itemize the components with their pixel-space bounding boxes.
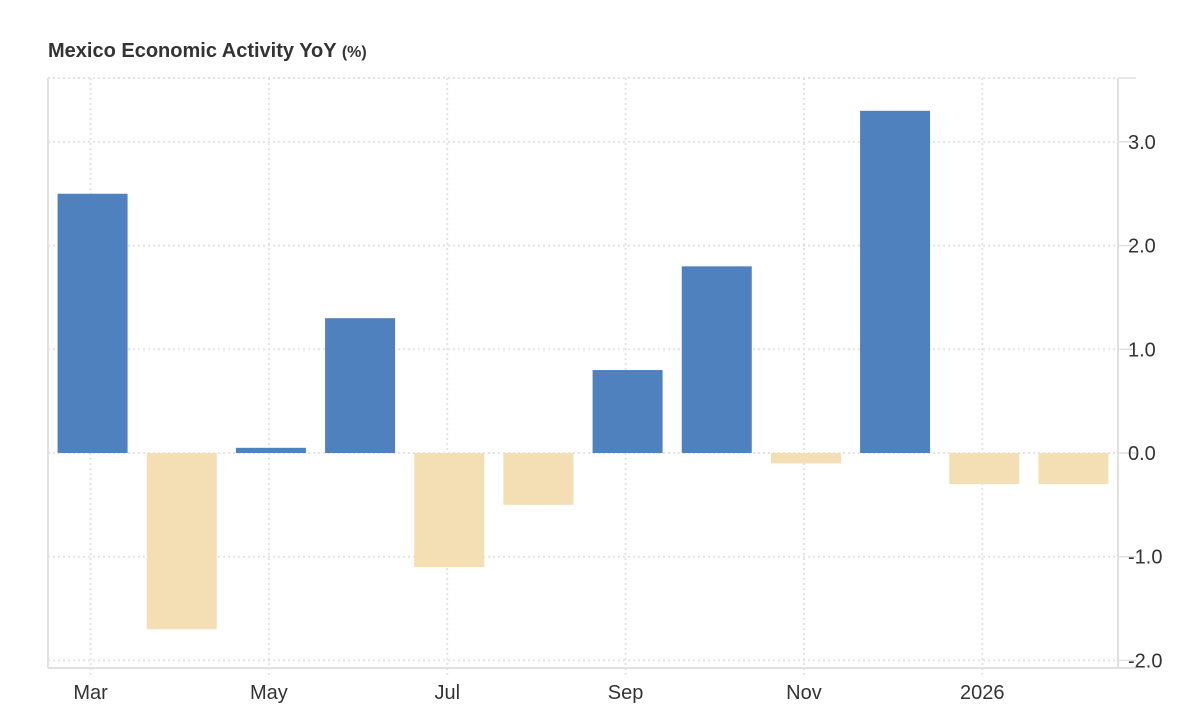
bar-apr-2025[interactable] (146, 453, 217, 630)
bar-sep-2025[interactable] (592, 370, 663, 453)
bar-aug-2025[interactable] (503, 453, 574, 505)
y-tick-label: 2.0 (1128, 236, 1156, 258)
bar-dec-2025[interactable] (860, 110, 931, 453)
chart-title-unit: (%) (341, 44, 367, 61)
chart-title-text: Mexico Economic Activity YoY (48, 40, 337, 62)
bar-may-2025[interactable] (235, 447, 306, 453)
y-tick-label: 0.0 (1128, 443, 1156, 465)
bar-jan-2026[interactable] (949, 453, 1020, 485)
x-tick-label: 2026 (960, 682, 1005, 704)
chart-title: Mexico Economic Activity YoY (%) (48, 40, 367, 63)
bar-feb-2026[interactable] (1038, 453, 1109, 485)
x-tick-label: Jul (434, 682, 460, 704)
bar-jul-2025[interactable] (414, 453, 485, 568)
y-tick-label: 1.0 (1128, 339, 1156, 361)
bar-mar-2025[interactable] (57, 193, 128, 453)
y-axis-labels: 3.0 2.0 1.0 0.0 -1.0 -2.0 (1128, 132, 1162, 673)
bar-nov-2025[interactable] (770, 453, 841, 464)
x-tick-label: May (250, 682, 288, 704)
x-tick-label: Sep (608, 682, 644, 704)
bar-jun-2025[interactable] (325, 318, 396, 453)
y-tick-label: 3.0 (1128, 132, 1156, 154)
x-axis-labels: Mar May Jul Sep Nov 2026 (73, 682, 1004, 704)
x-tick-label: Mar (73, 682, 108, 704)
axes (47, 77, 1136, 669)
y-tick-label: -2.0 (1128, 650, 1162, 672)
bars (57, 110, 1109, 630)
x-tick-label: Nov (786, 682, 822, 704)
y-tick-label: -1.0 (1128, 547, 1162, 569)
gridlines (48, 77, 1118, 676)
bar-oct-2025[interactable] (681, 266, 752, 453)
